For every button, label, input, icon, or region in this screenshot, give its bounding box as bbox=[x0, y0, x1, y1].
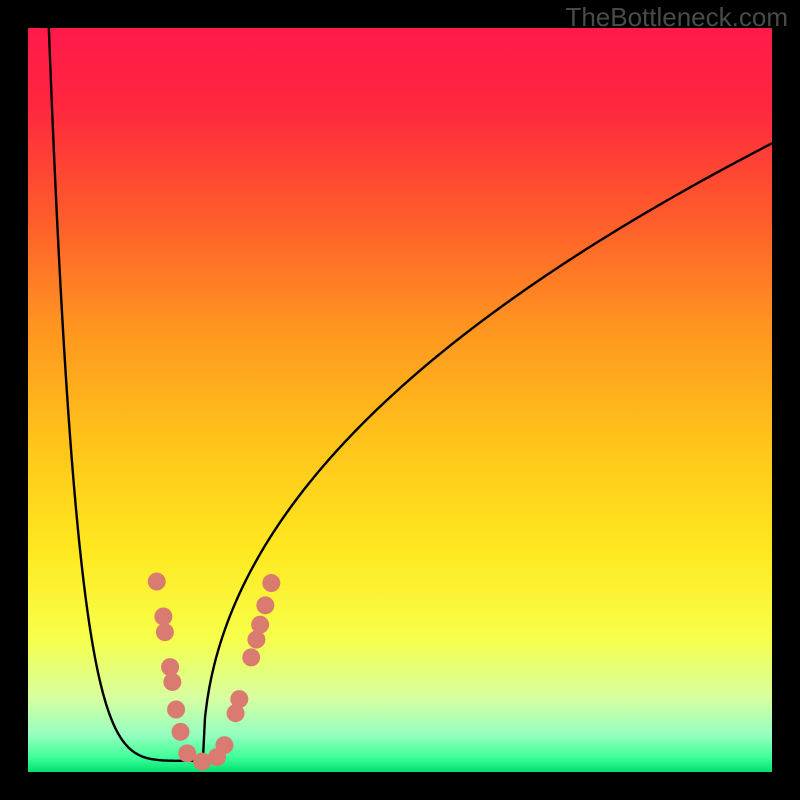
data-marker bbox=[156, 623, 174, 641]
data-marker bbox=[167, 701, 185, 719]
watermark-text: TheBottleneck.com bbox=[565, 2, 788, 33]
data-marker bbox=[163, 673, 181, 691]
chart-stage: TheBottleneck.com bbox=[0, 0, 800, 800]
data-marker bbox=[215, 736, 233, 754]
data-marker bbox=[172, 723, 190, 741]
chart-svg bbox=[0, 0, 800, 800]
data-marker bbox=[251, 616, 269, 634]
data-marker bbox=[262, 574, 280, 592]
data-marker bbox=[242, 648, 260, 666]
data-marker bbox=[148, 573, 166, 591]
data-marker bbox=[256, 596, 274, 614]
gradient-background bbox=[28, 28, 772, 772]
data-marker bbox=[154, 608, 172, 626]
data-marker bbox=[230, 690, 248, 708]
